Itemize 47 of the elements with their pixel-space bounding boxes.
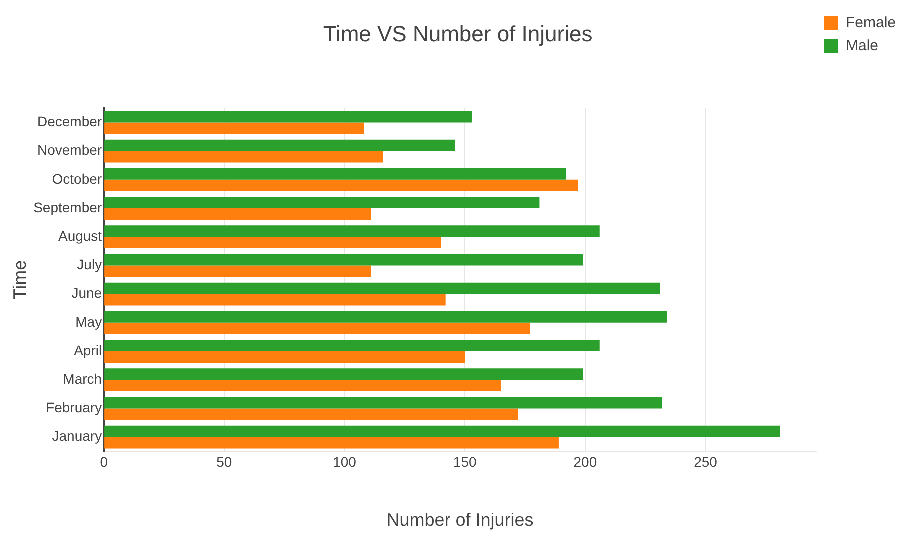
bar [104, 237, 442, 249]
x-axis-title: Number of Injuries [386, 510, 534, 530]
y-tick-label: November [37, 142, 102, 158]
bar [104, 140, 456, 152]
bar [104, 294, 446, 306]
y-tick-label: June [72, 285, 102, 302]
bar [104, 226, 600, 238]
y-tick-label: May [76, 314, 102, 330]
y-tick-label: February [46, 400, 102, 416]
y-tick-label: July [77, 256, 102, 273]
bar [104, 368, 584, 380]
bar [104, 197, 540, 208]
bar [104, 122, 364, 134]
bar [104, 397, 662, 409]
y-tick-label: December [37, 114, 102, 130]
bar [104, 111, 472, 123]
bar [104, 282, 660, 294]
bar [104, 426, 780, 438]
bar [104, 340, 600, 352]
bar [104, 322, 530, 334]
bar [104, 380, 502, 392]
y-tick-label: August [58, 228, 102, 244]
x-tick-label: 100 [333, 454, 357, 470]
y-axis-title: Time [10, 260, 30, 300]
y-tick-label: April [74, 342, 102, 358]
bar [104, 151, 384, 163]
legend-label: Male [846, 38, 878, 55]
bar [104, 254, 584, 266]
bar [104, 168, 566, 180]
legend-label: Female [846, 14, 896, 32]
x-tick-label: 150 [453, 454, 477, 470]
bar [104, 180, 578, 192]
x-tick-label: 0 [100, 454, 108, 470]
y-tick-label: March [63, 370, 102, 387]
x-tick-label: 250 [694, 454, 718, 470]
y-tick-label: October [52, 170, 102, 187]
bar [104, 437, 559, 449]
y-tick-label: January [52, 428, 102, 444]
bar [104, 408, 518, 420]
bar [104, 208, 372, 220]
x-tick-label: 200 [574, 454, 598, 470]
x-tick-label: 50 [216, 454, 232, 470]
chart-title: Time VS Number of Injuries [323, 21, 593, 46]
bar [104, 352, 466, 363]
bar [104, 266, 372, 278]
bar [104, 311, 668, 323]
y-tick-label: September [34, 199, 102, 216]
